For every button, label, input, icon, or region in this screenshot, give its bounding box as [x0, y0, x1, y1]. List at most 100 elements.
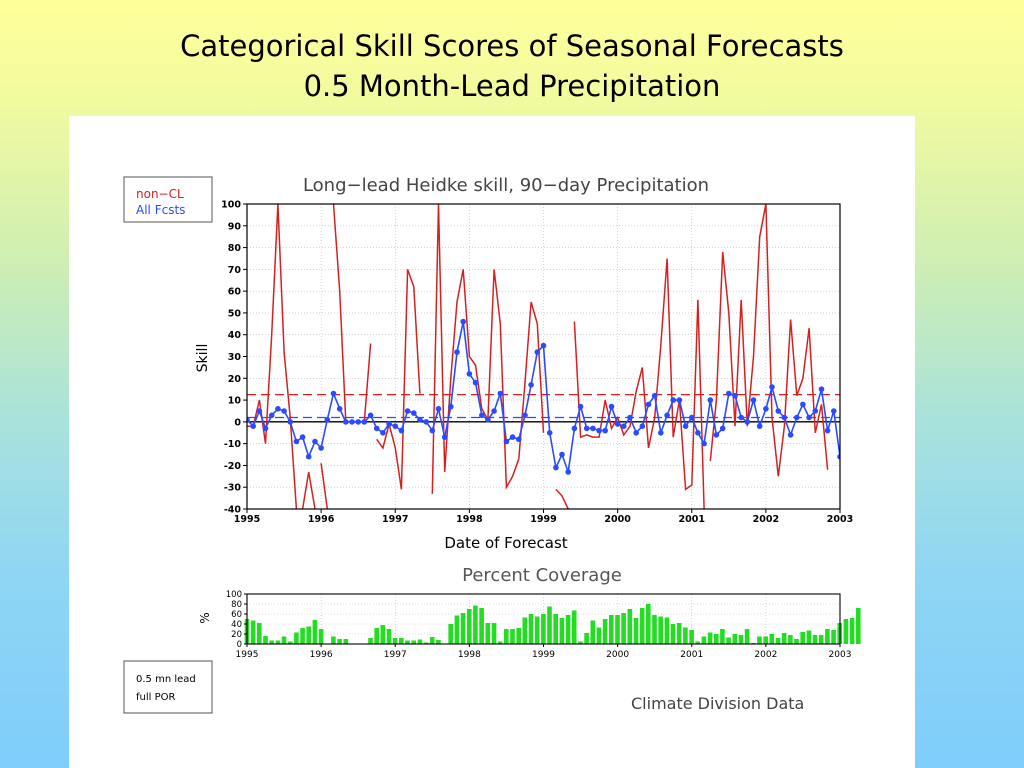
- skill-data-point: [534, 349, 541, 355]
- skill-data-point: [485, 416, 491, 423]
- coverage-bar: [417, 639, 423, 644]
- skill-data-point: [392, 423, 399, 430]
- coverage-bar: [318, 629, 324, 644]
- skill-data-point: [719, 425, 726, 432]
- legend-box: [123, 176, 213, 223]
- coverage-y-tick-label: 80: [231, 600, 242, 610]
- skill-data-point: [516, 436, 522, 443]
- coverage-y-tick-label: 0: [237, 640, 242, 650]
- coverage-bar: [726, 637, 731, 644]
- coverage-y-tick-label: 20: [231, 630, 242, 640]
- skill-y-tick-label: 30: [228, 352, 242, 363]
- coverage-bar: [621, 613, 626, 644]
- coverage-bar: [744, 629, 750, 644]
- coverage-bar: [504, 629, 509, 644]
- coverage-bar: [491, 623, 497, 644]
- coverage-bar: [392, 638, 398, 644]
- skill-chart-plot: -40 -30 -20 -10 0 10 20 30 40 50 60 70 80 90 100 1995 19…: [221, 200, 853, 526]
- skill-data-point: [429, 427, 436, 434]
- skill-data-point: [491, 408, 497, 414]
- coverage-bar: [337, 639, 342, 644]
- coverage-y-tick-label: 100: [226, 590, 242, 600]
- coverage-bar: [448, 624, 453, 644]
- coverage-bar: [664, 617, 670, 644]
- coverage-bar: [331, 636, 336, 644]
- coverage-bar: [312, 620, 318, 644]
- skill-data-point: [812, 408, 819, 414]
- coverage-bar: [707, 632, 713, 644]
- skill-data-point: [367, 412, 374, 419]
- skill-series: [247, 318, 840, 475]
- coverage-chart-ylabel: %: [198, 612, 212, 623]
- legend-item-all-fcsts: All Fcsts: [136, 203, 185, 217]
- skill-data-point: [818, 386, 825, 393]
- skill-data-point: [732, 392, 738, 399]
- coverage-chart-title: Percent Coverage: [462, 565, 622, 586]
- coverage-bar: [633, 618, 639, 644]
- coverage-bar: [411, 640, 416, 644]
- slide-title: Categorical Skill Scores of Seasonal For…: [0, 26, 1024, 106]
- skill-x-tick-label: 1996: [308, 514, 335, 525]
- coverage-x-tick-label: 1998: [458, 650, 481, 660]
- skill-data-point: [670, 397, 676, 403]
- coverage-bar: [547, 606, 552, 644]
- slide-title-line1: Categorical Skill Scores of Seasonal For…: [180, 29, 844, 63]
- skill-data-point: [497, 390, 504, 397]
- skill-y-tick-label: -40: [224, 505, 242, 516]
- coverage-bar: [473, 605, 478, 644]
- skill-data-point: [794, 414, 800, 421]
- skill-y-tick-label: -20: [224, 461, 242, 472]
- coverage-bar: [788, 635, 793, 644]
- skill-x-tick-label: 2000: [604, 514, 631, 525]
- skill-data-point: [565, 469, 571, 475]
- skill-data-point: [824, 427, 831, 434]
- coverage-bar: [269, 640, 274, 644]
- skill-data-point: [614, 421, 621, 427]
- coverage-bar: [423, 642, 429, 644]
- skill-data-point: [386, 421, 392, 427]
- coverage-bar: [263, 636, 268, 644]
- coverage-bar: [738, 635, 744, 644]
- skill-series-line: [376, 269, 421, 490]
- skill-data-point: [299, 434, 306, 440]
- coverage-bar: [639, 608, 645, 644]
- coverage-y-tick-label: 40: [231, 620, 242, 630]
- skill-series-line: [709, 204, 829, 477]
- skill-data-point: [590, 425, 596, 432]
- skill-data-point: [750, 397, 757, 403]
- skill-data-point: [435, 406, 442, 412]
- skill-data-point: [559, 451, 565, 458]
- skill-data-point: [695, 430, 701, 436]
- coverage-bar: [831, 630, 836, 644]
- coverage-bar: [781, 633, 787, 644]
- skill-data-point: [713, 432, 720, 438]
- skill-data-point: [318, 445, 324, 451]
- skill-y-tick-label: 20: [228, 374, 242, 385]
- coverage-bar: [578, 641, 583, 644]
- coverage-bar: [454, 615, 460, 644]
- coverage-bar: [794, 639, 799, 644]
- coverage-bar: [485, 623, 491, 644]
- coverage-bar: [856, 608, 861, 644]
- coverage-bar: [695, 641, 700, 644]
- skill-data-point: [583, 425, 590, 432]
- coverage-bar: [380, 625, 386, 644]
- coverage-bar: [287, 641, 293, 644]
- coverage-bar: [584, 633, 589, 644]
- coverage-bar: [553, 614, 558, 644]
- coverage-bar: [658, 616, 663, 644]
- coverage-bar: [646, 604, 651, 644]
- skill-data-point: [781, 414, 788, 421]
- coverage-x-tick-label: 1997: [384, 650, 407, 660]
- figure-panel: non−CL All Fcsts 0.5 mn lead full POR Lo…: [69, 116, 915, 768]
- coverage-bar: [257, 623, 262, 644]
- legend-item-non-cl: non−CL: [136, 187, 184, 201]
- skill-data-point: [398, 427, 405, 434]
- skill-data-point: [423, 419, 430, 425]
- skill-data-point: [763, 406, 769, 412]
- coverage-bar: [596, 627, 602, 644]
- coverage-bar: [683, 627, 688, 644]
- skill-data-point: [577, 403, 584, 410]
- coverage-bar: [800, 632, 805, 644]
- skill-chart-ylabel: Skill: [195, 344, 211, 373]
